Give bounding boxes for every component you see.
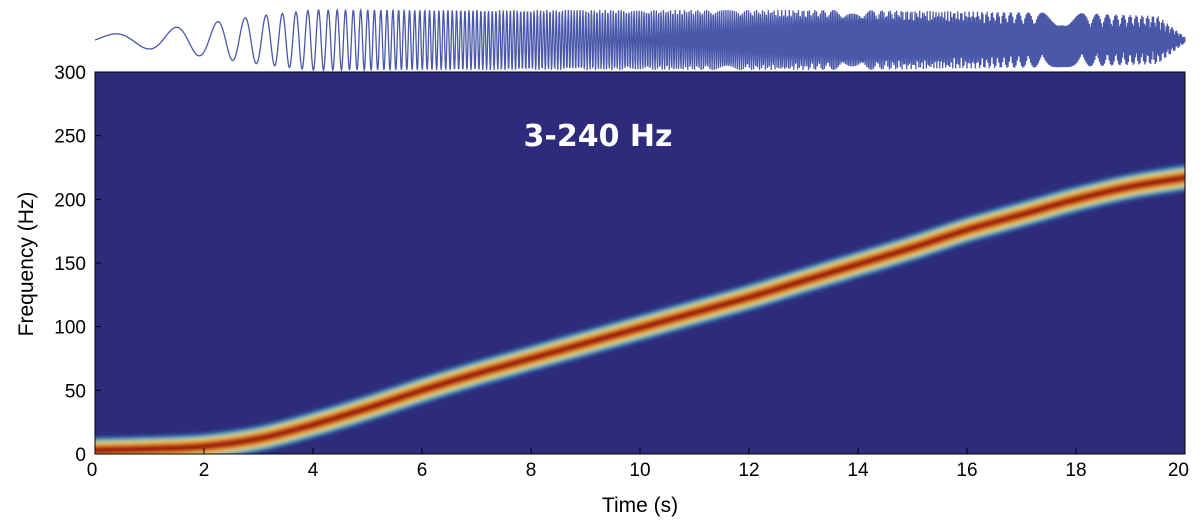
x-tick-label: 6 bbox=[417, 460, 428, 481]
frequency-range-annotation: 3-240 Hz bbox=[524, 119, 673, 154]
ridge-point bbox=[858, 264, 859, 265]
y-tick-label: 0 bbox=[75, 445, 86, 466]
ridge-point bbox=[585, 343, 586, 344]
y-axis: 0 50 100 150 200 250 300 bbox=[54, 63, 101, 466]
x-tick-label: 12 bbox=[738, 460, 759, 481]
x-axis: 0 2 4 6 8 10 12 14 16 18 20 bbox=[87, 448, 1189, 481]
ridge-point bbox=[258, 438, 259, 439]
waveform-panel bbox=[94, 7, 1186, 73]
y-tick-label: 200 bbox=[54, 190, 86, 211]
y-tick-label: 250 bbox=[54, 127, 86, 148]
x-tick-label: 14 bbox=[847, 460, 869, 481]
frequency-ridge-core bbox=[95, 175, 1185, 453]
x-tick-label: 18 bbox=[1065, 460, 1086, 481]
ridge-point bbox=[531, 358, 532, 359]
y-tick-label: 300 bbox=[54, 63, 86, 84]
ridge-point bbox=[640, 327, 641, 328]
x-tick-label: 20 bbox=[1168, 460, 1189, 481]
x-tick-label: 2 bbox=[199, 460, 210, 481]
ridge-point bbox=[313, 424, 314, 425]
y-tick-label: 50 bbox=[65, 381, 86, 402]
spectrogram-background bbox=[95, 72, 1185, 454]
x-tick-label: 16 bbox=[956, 460, 977, 481]
y-tick-label: 150 bbox=[54, 254, 86, 275]
ridge-point bbox=[694, 312, 695, 313]
ridge-point bbox=[1021, 214, 1022, 215]
ridge-point bbox=[803, 280, 804, 281]
y-axis-title: Frequency (Hz) bbox=[15, 192, 38, 337]
ridge-layers bbox=[95, 165, 1185, 454]
ridge-point bbox=[367, 408, 368, 409]
waveform-trace bbox=[94, 7, 1186, 73]
x-tick-label: 0 bbox=[87, 460, 98, 481]
ridge-point bbox=[967, 229, 968, 230]
x-tick-label: 8 bbox=[526, 460, 537, 481]
ridge-point bbox=[476, 373, 477, 374]
x-axis-title: Time (s) bbox=[602, 494, 678, 517]
ridge-point bbox=[1076, 199, 1077, 200]
ridge-point bbox=[1130, 186, 1131, 187]
ridge-point bbox=[204, 446, 205, 447]
ridge-point bbox=[149, 448, 150, 449]
x-tick-label: 4 bbox=[308, 460, 319, 481]
ridge-point bbox=[749, 297, 750, 298]
y-tick-label: 100 bbox=[54, 318, 86, 339]
x-tick-label: 10 bbox=[629, 460, 650, 481]
ridge-point bbox=[912, 247, 913, 248]
ridge-point bbox=[422, 390, 423, 391]
